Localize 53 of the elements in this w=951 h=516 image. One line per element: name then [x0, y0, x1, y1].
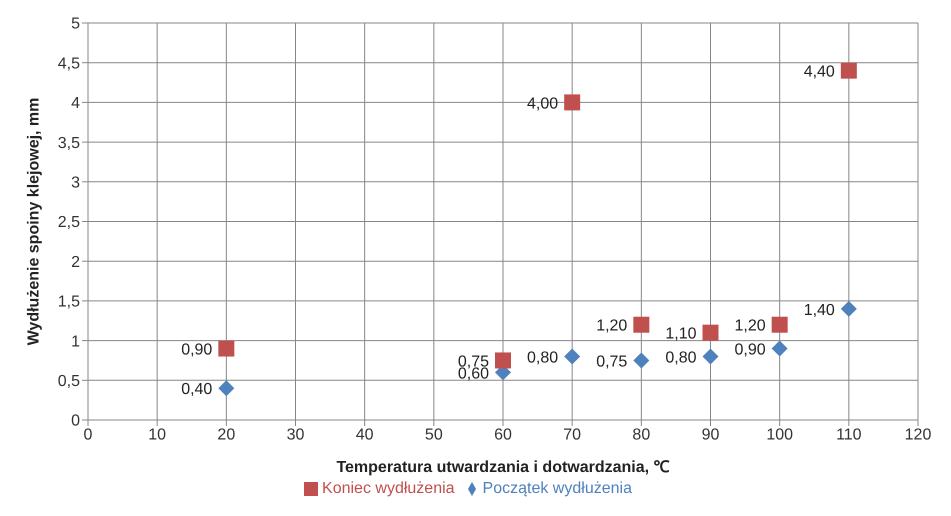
data-label: 0,80: [527, 349, 558, 366]
y-axis-title: Wydłużenie spoiny klejowej, mm: [26, 98, 43, 346]
data-label: 1,20: [734, 318, 766, 335]
x-tick-label: 110: [836, 426, 862, 444]
data-label: 0,80: [665, 349, 697, 366]
data-label: 0,75: [596, 353, 628, 370]
point: [564, 94, 580, 110]
data-label: 4,00: [527, 95, 558, 112]
data-label: 0,40: [181, 381, 212, 398]
x-tick-label: 120: [904, 426, 932, 444]
x-tick-label: 50: [424, 426, 443, 444]
x-tick-label: 60: [494, 426, 512, 444]
point: [218, 340, 234, 357]
data-label: 0,90: [734, 342, 766, 359]
x-tick-label: 80: [632, 426, 650, 444]
point: [702, 348, 718, 364]
x-tick-label: 90: [702, 426, 720, 444]
point: [564, 348, 580, 364]
data-label: 0,90: [181, 342, 212, 359]
y-tick-label: 3,5: [58, 134, 80, 152]
point: [840, 300, 857, 317]
x-tick-label: 10: [148, 426, 166, 444]
y-tick-label: 1,5: [58, 294, 80, 311]
y-tick-label: 1: [71, 333, 80, 350]
data-label: 1,40: [804, 302, 835, 319]
y-tick-label: 3: [71, 174, 80, 192]
y-tick-label: 4: [71, 95, 80, 112]
point: [840, 62, 857, 79]
x-tick-label: 20: [217, 426, 236, 444]
x-tick-label: 70: [563, 426, 582, 444]
x-axis-title: Temperatura utwardzania i dotwardzania, ℃: [336, 459, 670, 476]
point: [495, 352, 511, 368]
point: [633, 316, 650, 333]
x-tick-label: 100: [766, 426, 794, 444]
y-tick-label: 4,5: [58, 55, 80, 72]
y-tick-label: 2,5: [58, 214, 80, 232]
point: [218, 380, 234, 396]
data-label: 4,40: [804, 64, 835, 81]
y-tick-label: 0: [71, 412, 80, 430]
data-label: 1,10: [665, 326, 697, 343]
y-tick-label: 5: [71, 16, 80, 33]
point: [633, 352, 650, 368]
legend-label: Koniec wydłużenia: [322, 480, 455, 497]
legend-label: Początek wydłużenia: [482, 480, 632, 497]
y-tick-label: 0,5: [58, 372, 80, 390]
point: [772, 340, 788, 357]
y-tick-label: 2: [71, 254, 80, 271]
point: [772, 316, 788, 333]
data-label: 1,20: [596, 318, 628, 335]
x-tick-label: 0: [84, 426, 93, 444]
point: [702, 324, 718, 341]
x-tick-label: 40: [356, 426, 374, 444]
x-tick-label: 30: [286, 426, 304, 444]
